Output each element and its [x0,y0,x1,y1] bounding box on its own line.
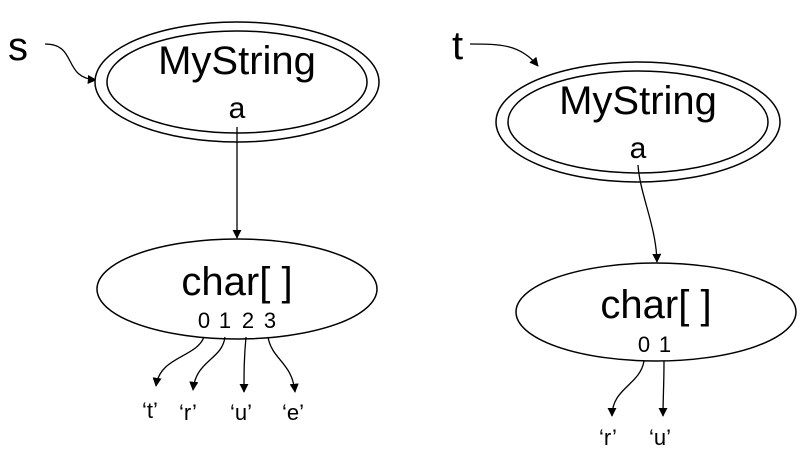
right-element-1: ‘u’ [649,425,671,450]
left-element-2-arrow [239,336,249,393]
left-element-2: ‘u’ [230,400,252,425]
left-char-array: char[ ] 0 1 2 3 [96,238,378,340]
left-element-0-arrow [152,336,205,387]
right-field-a: a [630,132,647,165]
left-element-1-arrow [189,336,226,391]
right-structure: t MyString a char[ ] 0 1 ‘r’ ‘u’ [452,24,797,450]
left-structure: s MyString a char[ ] 0 1 2 3 ‘t’ ‘r’ ‘u’… [8,21,380,425]
left-element-1: ‘r’ [179,400,197,425]
left-field-a: a [229,92,246,125]
right-char-array: char[ ] 0 1 [515,262,797,362]
left-mystring-object: MyString a [94,21,380,143]
left-class-name: MyString [158,39,316,83]
right-array-type: char[ ] [600,283,711,327]
left-array-type: char[ ] [181,260,292,304]
right-element-0: ‘r’ [599,425,617,450]
left-array-ellipse [96,238,378,340]
right-object-inner-ring [507,70,769,174]
right-element-0-arrow [607,360,645,417]
left-index-2: 2 [242,308,254,333]
t-reference-arrow [469,43,539,67]
right-index-0: 0 [638,332,650,357]
left-element-0: ‘t’ [142,398,158,423]
left-index-3: 3 [264,308,276,333]
right-a-to-array-arrow [637,164,662,263]
left-element-3-arrow [267,336,299,393]
right-element-1-arrow [658,360,668,417]
left-index-0: 0 [198,308,210,333]
variable-t-label: t [452,24,463,68]
right-mystring-object: MyString a [495,61,781,183]
right-array-ellipse [515,262,797,362]
left-element-3: ‘e’ [282,400,304,425]
variable-s-label: s [8,25,28,69]
right-class-name: MyString [559,79,717,123]
right-index-1: 1 [659,332,671,357]
left-index-1: 1 [219,308,231,333]
s-reference-arrow [44,43,97,85]
